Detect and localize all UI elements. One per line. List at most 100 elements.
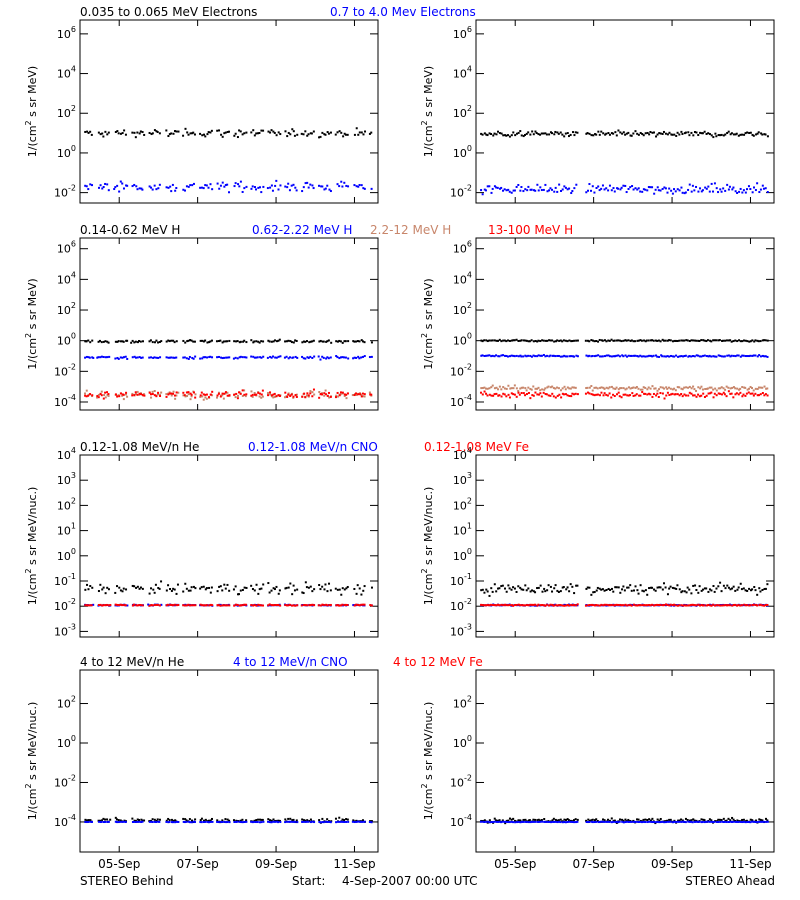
- data-point: [486, 340, 489, 343]
- data-point: [360, 131, 363, 134]
- data-point: [688, 134, 691, 137]
- footer-right-label: STEREO Ahead: [685, 874, 775, 888]
- data-point: [238, 129, 241, 132]
- data-point: [260, 191, 263, 194]
- data-point: [673, 820, 676, 823]
- data-point: [756, 604, 759, 607]
- data-point: [321, 585, 324, 588]
- data-point: [632, 386, 635, 389]
- data-point: [713, 355, 716, 358]
- data-point: [512, 189, 515, 192]
- data-point: [540, 132, 543, 135]
- data-point: [506, 355, 509, 358]
- data-point: [729, 392, 732, 395]
- data-point: [103, 394, 106, 397]
- data-point: [528, 819, 531, 822]
- data-point: [517, 183, 520, 186]
- data-point: [318, 584, 321, 587]
- data-point: [532, 394, 535, 397]
- data-point: [698, 355, 701, 358]
- data-point: [226, 391, 229, 394]
- data-point: [368, 821, 371, 824]
- data-point: [235, 392, 238, 395]
- data-point: [172, 819, 175, 822]
- data-point: [124, 604, 127, 607]
- data-point: [744, 386, 747, 389]
- data-point: [119, 392, 122, 395]
- data-point: [573, 134, 576, 137]
- data-point: [625, 191, 628, 194]
- data-point: [148, 131, 151, 134]
- data-point: [610, 189, 613, 192]
- data-point: [702, 818, 705, 821]
- data-point: [539, 819, 542, 822]
- data-point: [340, 593, 343, 596]
- data-point: [705, 132, 708, 135]
- data-point: [678, 189, 681, 192]
- data-point: [211, 604, 214, 607]
- data-point: [358, 184, 361, 187]
- data-point: [646, 388, 649, 391]
- data-point: [287, 586, 290, 589]
- data-point: [343, 181, 346, 184]
- data-point: [243, 393, 246, 396]
- data-point: [591, 821, 594, 824]
- data-point: [303, 392, 306, 395]
- data-point: [516, 821, 519, 824]
- data-point: [503, 820, 506, 823]
- data-point: [509, 387, 512, 390]
- data-point: [302, 186, 305, 189]
- data-point: [244, 395, 247, 398]
- data-point: [260, 340, 263, 343]
- data-point: [548, 339, 551, 342]
- data-point: [678, 133, 681, 136]
- data-point: [205, 184, 208, 187]
- data-point: [717, 585, 720, 588]
- data-point: [496, 819, 499, 822]
- data-point: [224, 604, 227, 607]
- data-point: [630, 589, 633, 592]
- data-point: [136, 585, 139, 588]
- data-point: [600, 588, 603, 591]
- data-point: [705, 355, 708, 358]
- data-point: [355, 819, 358, 822]
- data-point: [189, 184, 192, 187]
- data-point: [647, 386, 650, 389]
- data-point: [512, 339, 515, 342]
- data-point: [175, 820, 178, 823]
- data-point: [612, 355, 615, 358]
- data-point: [154, 583, 157, 586]
- data-point: [687, 394, 690, 397]
- data-point: [647, 339, 650, 342]
- data-point: [116, 340, 119, 343]
- data-point: [571, 386, 574, 389]
- data-point: [234, 603, 237, 606]
- data-point: [211, 390, 214, 393]
- data-point: [356, 340, 359, 343]
- series-4-to-12-mev-n-cno: [84, 820, 373, 824]
- data-point: [243, 586, 246, 589]
- data-point: [219, 395, 222, 398]
- data-point: [253, 186, 256, 189]
- data-point: [87, 604, 90, 607]
- data-point: [671, 133, 674, 136]
- data-point: [747, 355, 750, 358]
- data-point: [361, 340, 364, 343]
- data-point: [138, 819, 141, 822]
- data-point: [309, 604, 312, 607]
- data-point: [573, 355, 576, 358]
- data-point: [199, 339, 202, 342]
- data-point: [194, 604, 197, 607]
- data-point: [543, 604, 546, 607]
- data-point: [260, 356, 263, 359]
- data-point: [652, 354, 655, 357]
- data-point: [258, 604, 261, 607]
- data-point: [600, 187, 603, 190]
- data-point: [676, 584, 679, 587]
- data-point: [661, 355, 664, 358]
- data-point: [289, 582, 292, 585]
- data-point: [209, 183, 212, 186]
- data-point: [757, 394, 760, 397]
